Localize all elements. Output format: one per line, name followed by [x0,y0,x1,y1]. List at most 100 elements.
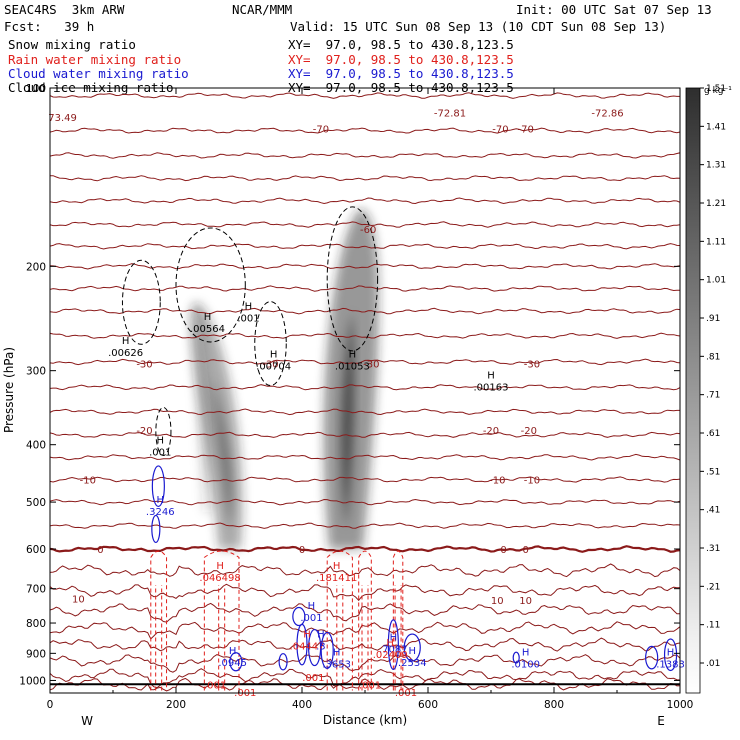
isotherm-line [50,621,680,640]
isotherm-line [50,476,680,483]
valid-time: Valid: 15 UTC Sun 08 Sep 13 (10 CDT Sun … [290,19,667,34]
ice-contour-1 [175,227,246,343]
y-tick-label: 1000 [19,675,46,687]
cloudwater-contour-1 [151,514,161,544]
colorbar-tick-label: .41 [706,506,720,516]
max-value: .00564 [190,324,225,335]
west-label: W [81,714,93,728]
max-value: .00626 [108,348,143,359]
colorbar-tick-label: 1.01 [706,276,726,286]
isotherm-line [50,243,680,250]
isotherm-label: -30 [524,360,540,371]
isotherm-line [50,668,680,689]
ice-contour-3 [326,206,379,352]
colorbar-tick-label: 1.21 [706,199,726,209]
rain-core-0 [155,584,163,691]
contour-label: .001 [359,680,381,691]
contour-label: .001 [302,673,324,684]
isotherm-line [50,431,680,438]
isotherm-line [50,384,680,391]
cloud-water-contours [151,465,678,672]
max-marker: H [349,349,357,360]
isotherm-line [50,408,680,416]
max-marker: H [333,648,341,659]
max-marker: H [229,646,237,657]
rain-core-1 [218,584,226,691]
max-marker: H [386,638,394,649]
colorbar: .01 .11 .21 .31 .41 .51 .61 .71 .81 .91 1.01 1.11 1.… [685,84,732,694]
isotherm-label: -70 [517,124,533,135]
max-value: .01053 [335,361,370,372]
rain-core-4 [394,584,402,691]
colorbar-tick-label: .31 [706,544,720,554]
isotherm-label: 0 [522,545,528,556]
isotherm-label: 10 [519,596,532,607]
isotherm-line [50,522,680,529]
max-marker: H [487,370,495,381]
y-tick-label: 500 [26,497,46,509]
cloudwater-contour-9 [663,638,678,672]
isotherm-line [50,602,680,623]
isotherm-label: -20 [136,426,152,437]
contour-label: .001 [204,680,226,691]
isotherm-line [50,453,680,461]
snow-core-1 [341,310,355,530]
cloudwater-contour-4 [320,631,334,670]
rain-contour-4 [392,550,404,691]
isotherm-line [50,563,680,578]
rain-contour-0 [150,550,168,691]
isotherm-line [50,175,680,182]
isotherm-line [50,92,680,99]
rain-core-3 [361,584,369,691]
isotherm-line [50,221,680,228]
cloudwater-contour-10 [645,645,659,670]
max-marker: H [333,561,341,572]
isotherm-label: -30 [136,360,152,371]
max-marker: H [317,629,325,640]
colorbar-tick-label: .51 [706,467,720,477]
isotherm-label: -60 [360,225,376,236]
x-tick-label: 0 [47,699,54,711]
max-value: .00704 [256,361,291,372]
max-marker: H [156,435,164,446]
cloud-ice-contours [121,206,379,456]
max-value: .3653 [322,660,351,671]
cloudwater-contour-8 [278,653,288,671]
isotherm-line [50,654,680,673]
max-value: .3246 [146,507,175,518]
max-value: .001 [149,447,171,458]
ice-contour-4 [155,406,172,456]
max-marker: H [390,632,398,643]
x-tick-label: 400 [292,699,312,711]
colorbar-tick-label: .21 [706,582,720,592]
isotherm-label: -10 [489,476,505,487]
rain-contour-3 [358,550,372,691]
isotherm-label: -72.81 [434,109,466,120]
max-marker: H [204,312,212,323]
cloudwater-contour-5 [387,619,399,670]
x-tick-label: 200 [166,699,186,711]
center-name: NCAR/MMM [232,2,293,17]
isotherm-line [50,307,680,315]
cloudwater-contour-6 [403,633,421,662]
snow-core-2 [199,365,209,493]
colorbar-tick-label: 1.31 [706,161,726,171]
max-marker: H [308,601,316,612]
colorbar-tick-label: 1.41 [706,122,726,132]
ice-contour-2 [254,301,287,387]
y-tick-label: 400 [26,440,46,452]
max-marker: H [216,561,224,572]
y-tick-label: 100 [26,83,46,95]
rain-contour-2 [326,550,353,691]
y-axis-title: Pressure (hPa) [2,347,16,433]
isotherm-line [50,358,680,366]
cloudwater-contour-12 [292,606,306,627]
colorbar-unit: g kg⁻¹ [704,86,732,96]
max-marker: H [408,646,416,657]
isotherm-line [50,637,680,652]
max-value: .2534 [398,658,427,669]
isotherm-label: 0 [97,545,103,556]
colorbar-tick-label: .01 [706,659,720,669]
rain-core-2 [336,584,344,691]
isotherm-line [50,127,680,134]
